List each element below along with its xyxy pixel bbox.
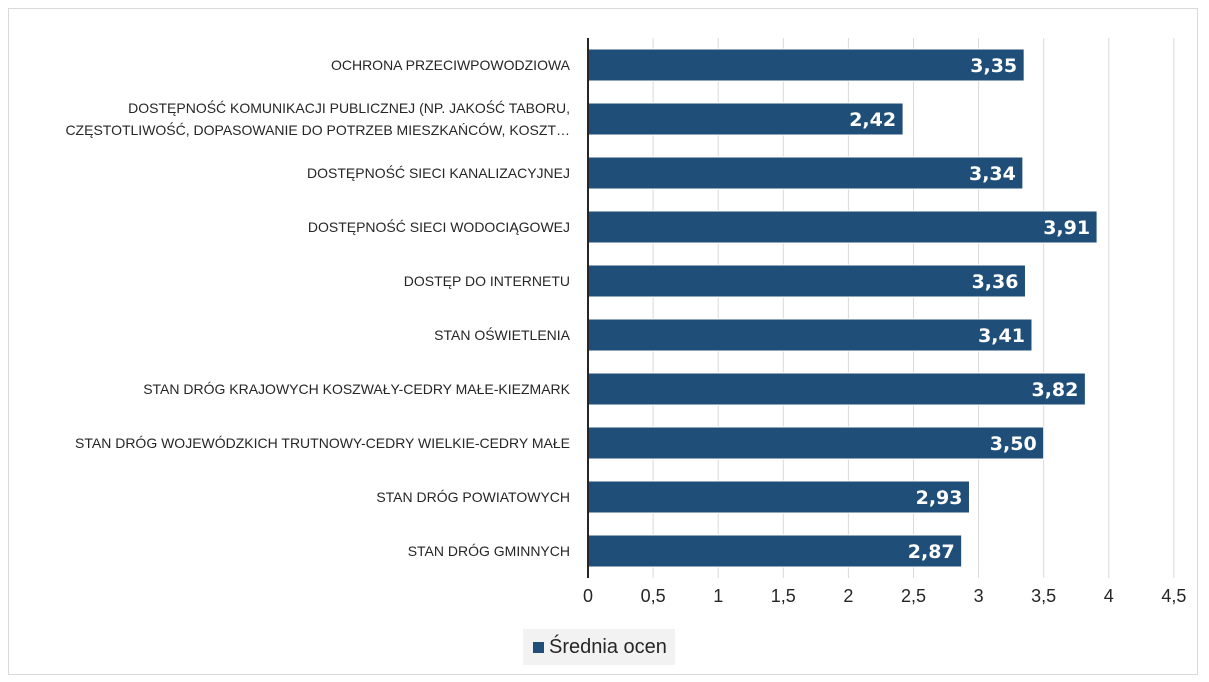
bar [587,48,1025,82]
data-label: 3,34 [969,163,1016,185]
category-label: STAN DRÓG GMINNYCH [408,543,570,559]
legend-label: Średnia ocen [549,635,667,658]
x-tick-label: 1 [713,586,723,606]
category-label: DOSTĘPNOŚĆ SIECI WODOCIĄGOWEJ [308,218,570,235]
bar [587,264,1026,298]
x-tick-label: 3,5 [1031,586,1056,606]
x-tick-label: 4 [1104,586,1114,606]
bar [587,426,1045,460]
x-tick-label: 2 [843,586,853,606]
category-label: STAN DRÓG WOJEWÓDZKICH TRUTNOWY-CEDRY WI… [75,435,570,451]
legend: Średnia ocen [523,629,675,665]
category-label: DOSTĘPNOŚĆ KOMUNIKACJI PUBLICZNEJ (NP. J… [128,99,570,116]
category-label: DOSTĘPNOŚĆ SIECI KANALIZACYJNEJ [307,164,570,181]
bar [587,156,1024,190]
bar [587,480,970,514]
x-tick-label: 1,5 [771,586,796,606]
labels: 0 0,5 1 1,5 2 2,5 3 3,5 4 4,5 3,35 OCHRONA PRZECIWP… [65,55,1186,606]
data-label: 3,82 [1031,379,1078,401]
category-label: STAN DRÓG POWIATOWYCH [376,489,570,505]
x-tick-label: 4,5 [1161,586,1186,606]
bar [587,534,963,568]
category-label: STAN DRÓG KRAJOWYCH KOSZWAŁY-CEDRY MAŁE-… [143,381,570,397]
x-tick-label: 0,5 [641,586,666,606]
category-label: STAN OŚWIETLENIA [434,326,571,343]
bar [587,318,1033,352]
category-label: DOSTĘP DO INTERNETU [404,273,570,289]
category-label: OCHRONA PRZECIWPOWODZIOWA [331,57,571,73]
x-tick-label: 3 [974,586,984,606]
category-label: CZĘSTOTLIWOŚĆ, DOPASOWANIE DO POTRZEB MI… [65,121,570,138]
data-label: 2,42 [849,109,896,131]
legend-swatch [533,641,544,653]
data-label: 2,87 [908,541,955,563]
bar [587,210,1098,244]
bar [587,372,1086,406]
data-label: 3,35 [970,55,1017,77]
x-tick-label: 2,5 [901,586,926,606]
x-tick-label: 0 [583,586,593,606]
bars [587,48,1098,568]
data-label: 2,93 [916,487,963,509]
data-label: 3,36 [972,271,1019,293]
data-label: 3,91 [1043,217,1090,239]
data-label: 3,41 [978,325,1025,347]
data-label: 3,50 [990,433,1037,455]
